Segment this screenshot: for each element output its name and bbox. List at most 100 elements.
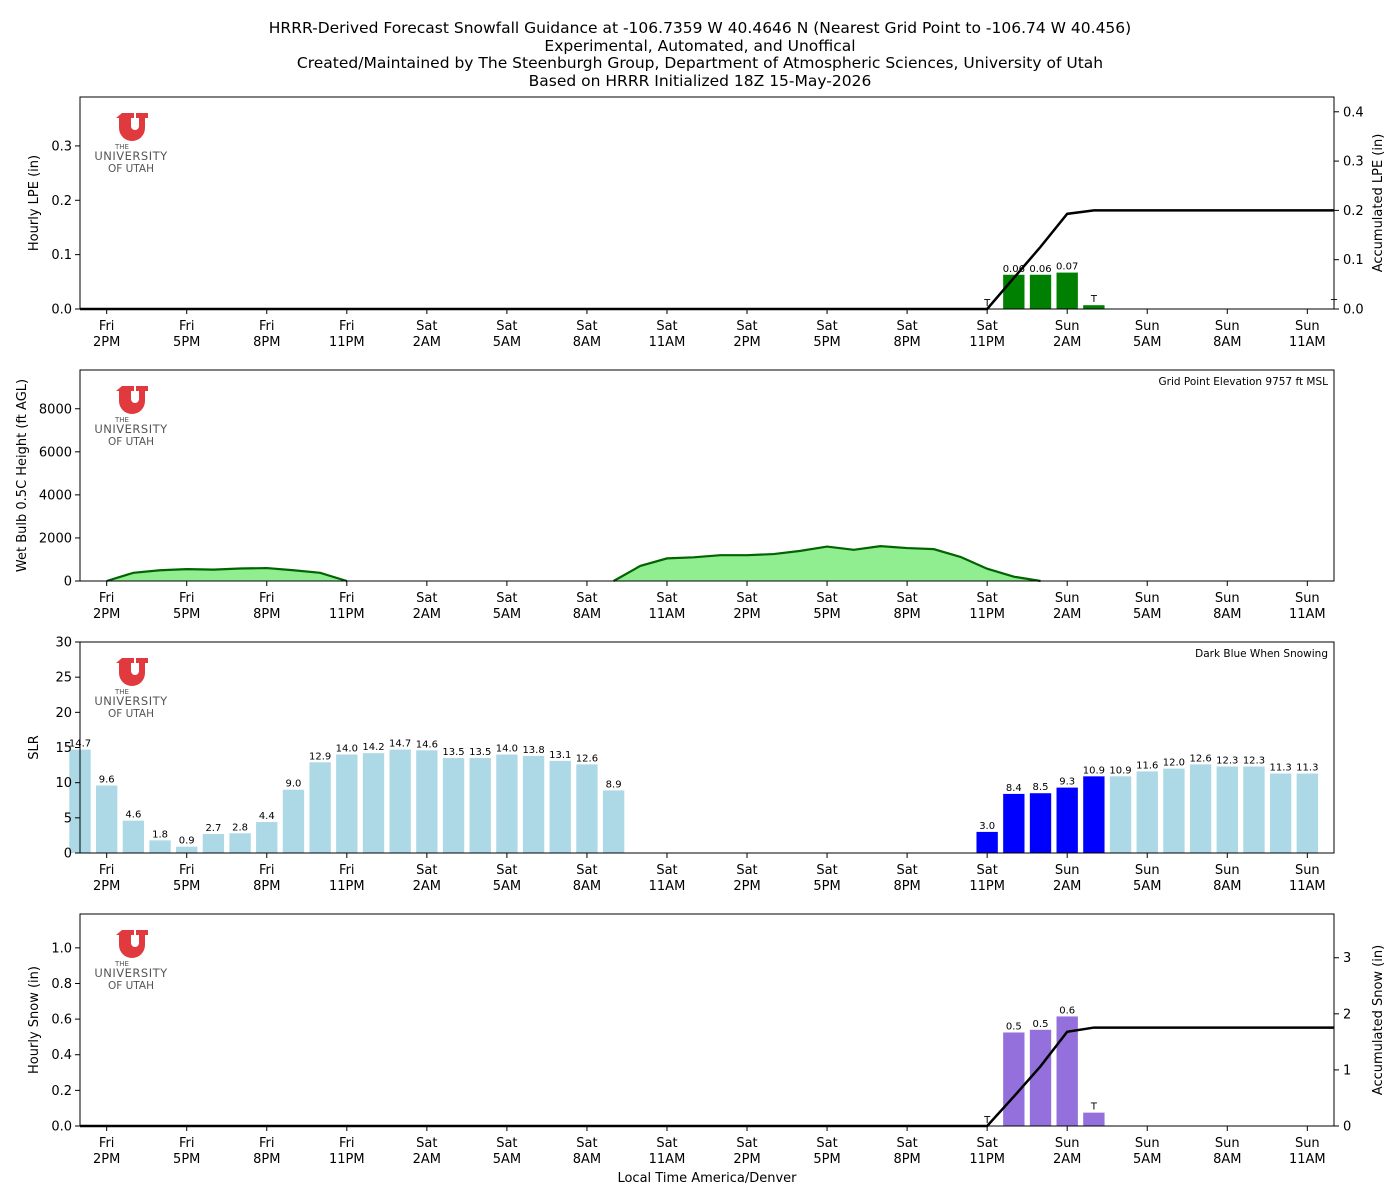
y-tick-label-1: 0.0 (51, 1120, 72, 1135)
bar-label-6: 2.7 (205, 823, 221, 834)
bar-label-11: 14.0 (336, 744, 358, 755)
area-line-2 (613, 545, 1041, 583)
y-tick-label-5: 0.8 (51, 977, 72, 992)
y2-axis-label: Accumulated LPE (in) (1371, 134, 1386, 273)
logo-text-of-utah: OF UTAH (108, 708, 154, 720)
x-tick-day-2: Fri (179, 319, 195, 334)
x-tick-time-2: 5PM (173, 335, 200, 350)
x-tick-time-9: 2PM (733, 607, 760, 622)
x-tick-time-6: 5AM (493, 607, 521, 622)
bar-label-27: 10.9 (1109, 765, 1131, 776)
x-tick-day-10: Sat (816, 591, 837, 606)
y-tick-label-2: 2000 (39, 531, 72, 546)
x-tick-day-11: Sat (896, 591, 917, 606)
bar-10 (309, 762, 331, 853)
x-tick-day-4: Fri (339, 319, 355, 334)
x-tick-day-2: Fri (179, 591, 195, 606)
x-tick-day-6: Sat (496, 319, 517, 334)
bar-label-16: 13.5 (469, 747, 491, 758)
bar-13 (389, 749, 411, 853)
x-tick-time-16: 11AM (1289, 879, 1326, 894)
x-tick-day-6: Sat (496, 1136, 517, 1151)
x-tick-time-11: 8PM (893, 1152, 920, 1167)
bar-label-3: 4.6 (125, 810, 141, 821)
trace-label-1: T (983, 298, 991, 309)
x-tick-time-13: 2AM (1053, 335, 1081, 350)
bar-label-12: 14.2 (362, 742, 384, 753)
x-tick-time-13: 2AM (1053, 607, 1081, 622)
bar-20 (576, 764, 598, 853)
bar-label-17: 14.0 (496, 744, 518, 755)
logo-text-of-utah: OF UTAH (108, 163, 154, 175)
logo-text-university: UNIVERSITY (94, 422, 168, 436)
x-tick-day-1: Fri (99, 591, 115, 606)
y-tick-label-3: 10 (55, 776, 72, 791)
bar-18 (522, 755, 545, 853)
x-tick-time-14: 5AM (1133, 335, 1161, 350)
accumulated-line (80, 209, 1334, 311)
bar-label-31: 12.3 (1216, 755, 1238, 766)
x-tick-time-2: 5PM (173, 1152, 200, 1167)
bar-5 (176, 846, 198, 853)
logo-text-of-utah: OF UTAH (108, 980, 154, 992)
x-tick-time-8: 11AM (649, 1152, 686, 1167)
panel-annotation: Dark Blue When Snowing (1195, 648, 1328, 660)
plot-frame (79, 96, 1335, 310)
y-tick-label-7: 30 (55, 636, 72, 651)
y2-tick-label-3: 0.2 (1343, 204, 1364, 219)
x-tick-day-10: Sat (816, 319, 837, 334)
logo-text-university: UNIVERSITY (94, 694, 168, 708)
x-tick-day-14: Sun (1135, 319, 1160, 334)
y-tick-label-2: 0.1 (51, 248, 72, 263)
x-tick-time-11: 8PM (893, 335, 920, 350)
x-tick-time-15: 8AM (1213, 335, 1241, 350)
x-tick-time-15: 8AM (1213, 879, 1241, 894)
bar-9 (282, 789, 305, 853)
bar-label-29: 12.0 (1163, 758, 1185, 769)
bar-23 (1003, 793, 1025, 853)
logo-u-mark (116, 658, 148, 686)
chart-title-line-2: Experimental, Automated, and Unoffical (544, 36, 856, 55)
x-tick-time-10: 5PM (813, 607, 840, 622)
bar-16 (469, 758, 491, 853)
logo-u-mark (116, 113, 148, 141)
bar-label-2: 0.06 (1029, 264, 1051, 275)
y-axis-label: Hourly LPE (in) (27, 155, 42, 251)
x-tick-time-14: 5AM (1133, 879, 1161, 894)
y-axis-label: Hourly Snow (in) (27, 966, 42, 1074)
bar-32 (1243, 766, 1265, 853)
y2-tick-label-2: 0.1 (1343, 253, 1364, 268)
y2-tick-label-4: 0.3 (1343, 155, 1364, 170)
x-tick-time-15: 8AM (1213, 1152, 1241, 1167)
bar-2 (1029, 274, 1052, 309)
x-tick-day-2: Fri (179, 863, 195, 878)
y2-tick-label-5: 0.4 (1343, 105, 1364, 120)
bar-label-2: 0.5 (1033, 1019, 1049, 1030)
y-tick-label-6: 25 (55, 671, 72, 686)
y-tick-label-4: 15 (55, 741, 72, 756)
bar-label-28: 11.6 (1136, 760, 1158, 771)
x-tick-day-13: Sun (1055, 863, 1080, 878)
bar-label-23: 8.4 (1006, 783, 1022, 794)
bar-label-4: T (1090, 1102, 1098, 1113)
area-fill-1 (106, 568, 347, 581)
bar-2 (1029, 1029, 1052, 1126)
bar-label-9: 9.0 (285, 779, 301, 790)
x-tick-time-4: 11PM (329, 1152, 365, 1167)
y-tick-label-3: 0.4 (51, 1048, 72, 1063)
area-line-1 (106, 566, 348, 583)
x-tick-day-5: Sat (416, 1136, 437, 1151)
bar-label-4: 1.8 (152, 829, 168, 840)
y2-tick-label-1: 0.0 (1343, 303, 1364, 318)
x-tick-time-5: 2AM (413, 607, 441, 622)
x-tick-time-4: 11PM (329, 607, 365, 622)
x-tick-day-10: Sat (816, 1136, 837, 1151)
x-tick-day-13: Sun (1055, 319, 1080, 334)
bar-25 (1056, 787, 1078, 853)
x-tick-time-16: 11AM (1289, 1152, 1326, 1167)
x-tick-day-16: Sun (1295, 1136, 1320, 1151)
x-tick-time-8: 11AM (649, 607, 686, 622)
y-tick-label-4: 0.6 (51, 1013, 72, 1028)
